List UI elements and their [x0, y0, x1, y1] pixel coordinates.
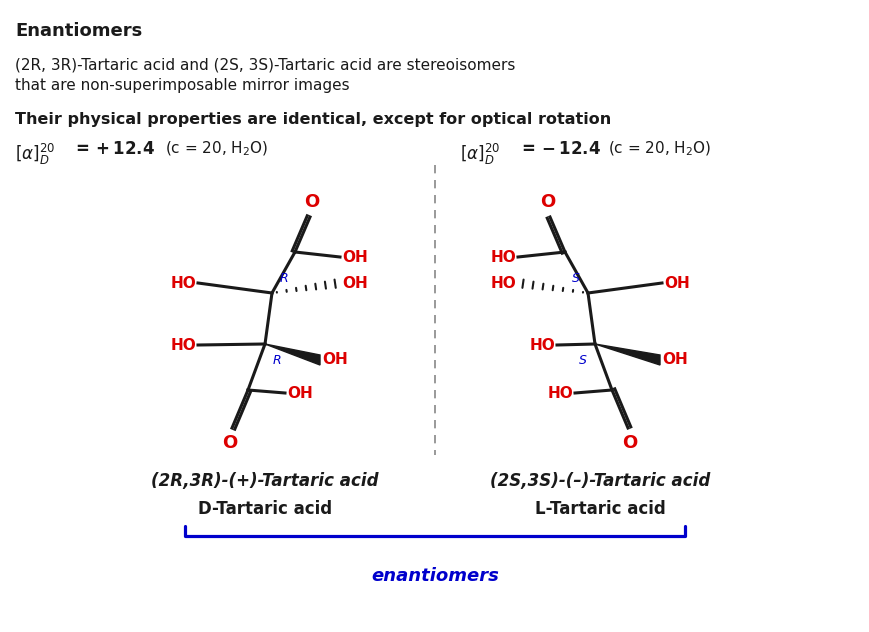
- Text: (c = 20, H$_2$O): (c = 20, H$_2$O): [165, 140, 268, 159]
- Text: O: O: [540, 193, 555, 211]
- Text: HO: HO: [490, 250, 515, 265]
- Text: HO: HO: [547, 386, 573, 401]
- Text: D-Tartaric acid: D-Tartaric acid: [198, 500, 332, 518]
- Text: Their physical properties are identical, except for optical rotation: Their physical properties are identical,…: [15, 112, 611, 127]
- Text: $\bf{= -12.4}$: $\bf{= -12.4}$: [517, 140, 600, 158]
- Text: OH: OH: [661, 353, 687, 367]
- Polygon shape: [594, 344, 660, 365]
- Text: OH: OH: [287, 386, 312, 401]
- Polygon shape: [265, 344, 320, 365]
- Text: HO: HO: [170, 337, 196, 353]
- Text: (2S,3S)-(–)-Tartaric acid: (2S,3S)-(–)-Tartaric acid: [489, 472, 709, 490]
- Text: HO: HO: [170, 276, 196, 291]
- Text: $\bf{= +12.4}$: $\bf{= +12.4}$: [72, 140, 155, 158]
- Text: OH: OH: [322, 353, 348, 367]
- Text: HO: HO: [528, 337, 554, 353]
- Text: (2R,3R)-(+)-Tartaric acid: (2R,3R)-(+)-Tartaric acid: [151, 472, 378, 490]
- Text: Enantiomers: Enantiomers: [15, 22, 143, 40]
- Text: OH: OH: [342, 250, 368, 265]
- Text: $[\alpha]^{20}_{D}$: $[\alpha]^{20}_{D}$: [460, 142, 500, 167]
- Text: R: R: [280, 272, 289, 285]
- Text: OH: OH: [663, 276, 689, 291]
- Text: OH: OH: [342, 276, 368, 291]
- Text: $[\alpha]^{20}_{D}$: $[\alpha]^{20}_{D}$: [15, 142, 55, 167]
- Text: HO: HO: [490, 276, 515, 291]
- Text: (c = 20, H$_2$O): (c = 20, H$_2$O): [607, 140, 711, 159]
- Text: O: O: [222, 434, 237, 452]
- Text: (2R, 3R)-Tartaric acid and (2S, 3S)-Tartaric acid are stereoisomers: (2R, 3R)-Tartaric acid and (2S, 3S)-Tart…: [15, 58, 514, 73]
- Text: L-Tartaric acid: L-Tartaric acid: [534, 500, 665, 518]
- Text: S: S: [572, 272, 580, 285]
- Text: R: R: [273, 354, 282, 367]
- Text: that are non-superimposable mirror images: that are non-superimposable mirror image…: [15, 78, 349, 93]
- Text: enantiomers: enantiomers: [371, 567, 498, 585]
- Text: O: O: [304, 193, 319, 211]
- Text: S: S: [579, 354, 587, 367]
- Text: O: O: [621, 434, 637, 452]
